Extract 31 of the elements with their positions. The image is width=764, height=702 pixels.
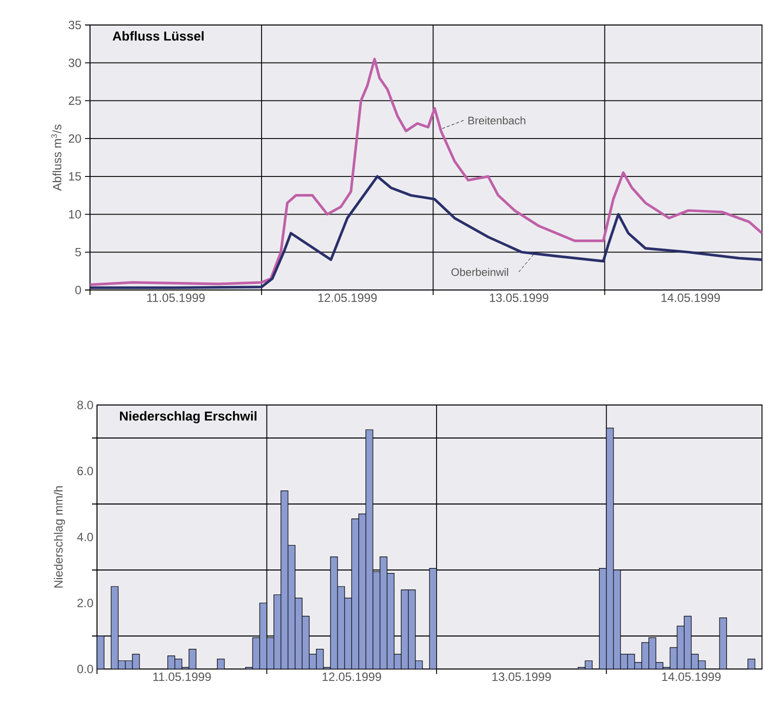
y-tick-label: 2.0 — [77, 598, 94, 608]
y-axis-title: Abfluss m$^{3}$/s — [51, 124, 62, 191]
y-tick-label: 4.0 — [77, 532, 94, 542]
x-tick-label: 14.05.1999 — [661, 294, 720, 302]
x-tick-label: 11.05.1999 — [147, 294, 205, 302]
x-tick-label: 12.05.1999 — [322, 672, 382, 681]
bar — [429, 568, 437, 669]
chart-title: Abfluss Lüssel — [112, 31, 204, 41]
series-label: Oberbeinwil — [451, 268, 508, 276]
line-series — [90, 175, 762, 290]
y-tick-label: 25 — [68, 96, 81, 105]
y-tick-label: 6.0 — [77, 466, 94, 476]
x-tick-label: 12.05.1999 — [318, 294, 377, 302]
y-tick-label: 10 — [69, 210, 82, 219]
y-tick-label: 5 — [75, 248, 81, 256]
x-tick-label: 13.05.1999 — [490, 294, 548, 302]
text: Breitenbach — [468, 116, 526, 124]
chart-title: Niederschlag Erschwil — [120, 411, 256, 424]
y-tick-label: 35 — [68, 20, 81, 30]
y-tick-label: 15 — [69, 172, 81, 181]
x-tick-label: 14.05.1999 — [662, 672, 721, 681]
y-axis-title: Niederschlag mm/h — [54, 486, 66, 588]
x-tick-label: 13.05.1999 — [492, 672, 551, 681]
y-tick-label: 0.0 — [77, 664, 94, 674]
y-tick-label: 8.0 — [77, 400, 94, 410]
x-tick-label: 11.05.1999 — [153, 672, 211, 681]
line-series — [90, 58, 762, 286]
y-tick-label: 0 — [75, 286, 82, 294]
y-tick-label: 30 — [68, 58, 82, 68]
y-tick-label: 20 — [68, 134, 82, 143]
bar — [719, 618, 727, 669]
